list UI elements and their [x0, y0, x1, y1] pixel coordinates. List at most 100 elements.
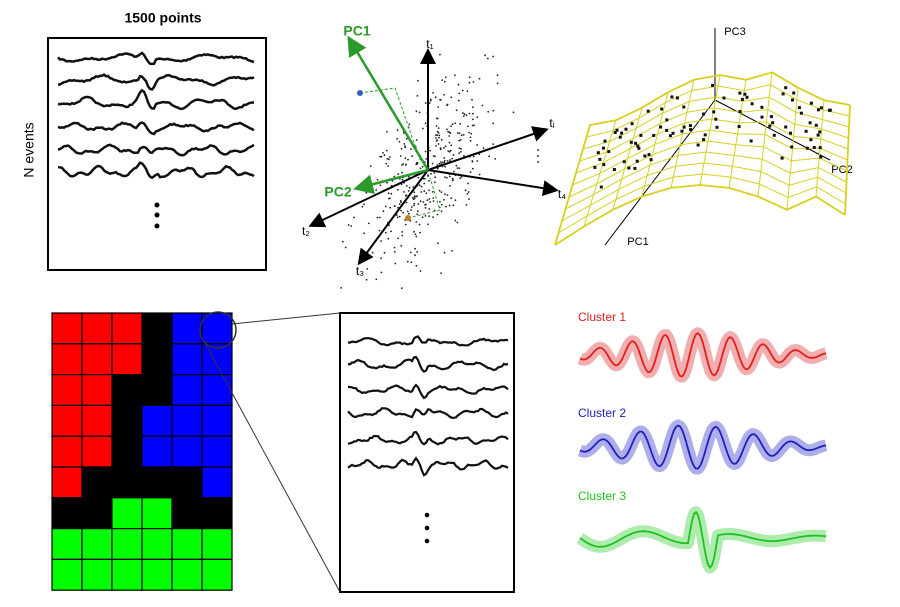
data-point [461, 89, 464, 92]
data-point [427, 175, 429, 177]
data-point [406, 185, 408, 187]
data-point [424, 122, 427, 125]
axis-arrow [427, 126, 549, 171]
data-point [603, 139, 607, 143]
data-point [472, 106, 474, 109]
pca-plot: PC1 PC2 t₁ t₂ t₃ t₄ tᵢ [302, 23, 566, 289]
grid-cell [111, 343, 143, 376]
data-point [458, 92, 461, 95]
grid-cell [81, 343, 113, 376]
data-point [465, 114, 468, 117]
axis-arrow [308, 169, 429, 228]
grid-cell [141, 527, 173, 560]
data-point [383, 251, 386, 254]
cluster-label: Cluster 1 [578, 310, 626, 324]
data-point [465, 204, 468, 206]
panel-frame [339, 312, 515, 593]
grid-cell [141, 312, 173, 345]
data-point [397, 237, 400, 240]
data-point [443, 147, 445, 149]
data-point [445, 205, 447, 208]
data-point [424, 102, 427, 104]
data-point [702, 112, 706, 116]
data-point [652, 134, 656, 137]
data-point [389, 156, 391, 158]
grid-cell [201, 527, 233, 560]
waveform [347, 355, 509, 373]
data-point [407, 158, 409, 161]
data-point [598, 157, 602, 161]
data-point [406, 260, 409, 263]
axis-line [604, 99, 716, 246]
data-point [459, 122, 462, 125]
data-point [426, 199, 429, 202]
data-point [496, 74, 499, 77]
data-point [419, 167, 422, 170]
grid-cell [171, 343, 203, 376]
data-point [406, 210, 409, 213]
data-point [454, 199, 457, 202]
mesh-line [586, 84, 850, 138]
axis-label: t₃ [356, 264, 364, 278]
data-point [750, 102, 754, 106]
grid-cell [201, 435, 233, 468]
grid-cell [51, 527, 83, 560]
data-point [791, 98, 794, 102]
data-point [408, 212, 410, 215]
data-point [448, 150, 451, 153]
grid-cell [141, 497, 173, 530]
data-point [769, 115, 773, 119]
grid-cell [201, 374, 233, 407]
data-point [387, 237, 390, 240]
data-point [615, 128, 619, 132]
data-point [444, 193, 446, 196]
data-point [460, 147, 462, 150]
data-point [809, 101, 813, 105]
data-point [423, 177, 426, 180]
mesh-line [568, 140, 848, 198]
data-point [440, 272, 442, 274]
grid-cell [111, 312, 143, 345]
waveform [347, 430, 509, 446]
data-point [463, 113, 466, 116]
data-point [415, 110, 418, 113]
data-point [454, 219, 457, 222]
cluster-label: Cluster 2 [578, 406, 626, 420]
data-point [476, 144, 479, 146]
data-point [415, 235, 418, 238]
data-point [384, 231, 387, 234]
axis-label: t₂ [302, 224, 310, 238]
data-point [612, 168, 616, 171]
data-point [675, 96, 679, 100]
data-point [416, 251, 418, 253]
data-point [436, 213, 439, 216]
data-point [413, 202, 416, 205]
data-point [419, 270, 422, 272]
grid-cell [51, 404, 83, 437]
data-point [812, 146, 816, 149]
data-point [462, 112, 464, 115]
data-point [369, 165, 372, 168]
data-point [808, 121, 812, 125]
data-point [410, 209, 412, 211]
data-point [828, 108, 832, 112]
data-point [481, 104, 484, 107]
data-point [682, 105, 686, 109]
data-point [421, 165, 424, 168]
data-point [398, 203, 401, 206]
data-point [460, 150, 462, 153]
data-point [382, 210, 385, 213]
data-point [416, 195, 418, 198]
grid-cell [111, 466, 143, 499]
data-point [404, 223, 407, 226]
mesh-line [589, 71, 851, 126]
data-point [440, 203, 443, 206]
data-point [599, 185, 603, 189]
data-point [771, 121, 775, 125]
data-point [613, 131, 617, 134]
projection [407, 177, 441, 219]
data-point [410, 148, 412, 151]
grid-cell [171, 312, 203, 345]
grid-cell [201, 312, 233, 345]
data-point [478, 173, 481, 176]
